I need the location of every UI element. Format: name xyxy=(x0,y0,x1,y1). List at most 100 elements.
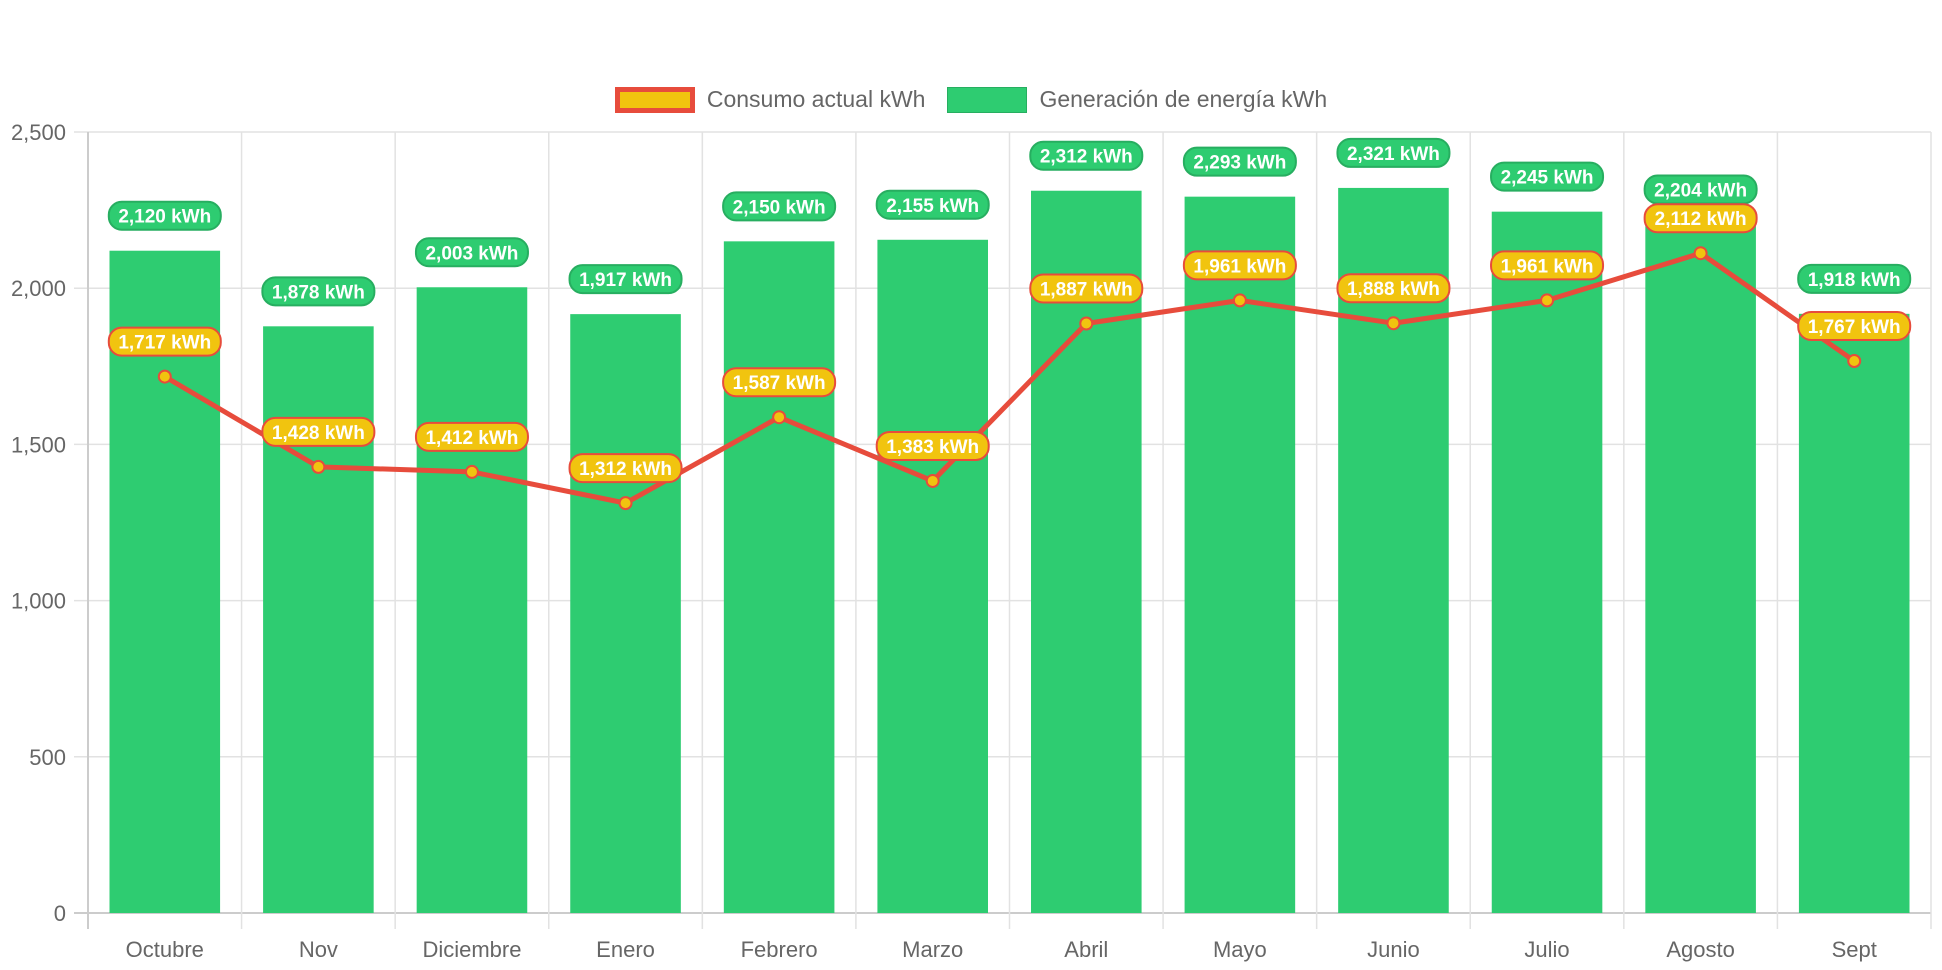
bar xyxy=(723,241,835,914)
bar xyxy=(1645,224,1756,913)
line-value-label-bg xyxy=(875,430,990,461)
chart-legend: Consumo actual kWh Generación de energía… xyxy=(0,86,1942,113)
legend-item-consumo[interactable]: Consumo actual kWh xyxy=(614,86,926,113)
line-value-label-bg xyxy=(1643,203,1758,234)
legend-item-generacion[interactable]: Generación de energía kWh xyxy=(947,86,1327,113)
line-point xyxy=(925,473,940,488)
bar xyxy=(1491,211,1603,914)
line-value-label: 1,767 kWh xyxy=(1808,317,1901,338)
legend-label-generacion: Generación de energía kWh xyxy=(1039,86,1328,112)
x-tick-label: Marzo xyxy=(902,937,963,962)
bar xyxy=(109,250,221,913)
line-value-label-bg xyxy=(1797,310,1912,341)
y-axis-ticks: 0 500 1,000 1,500 2,000 2,500 xyxy=(11,120,66,926)
y-tick-label: 1,000 xyxy=(11,589,66,614)
legend-swatch-consumo-icon xyxy=(614,86,695,113)
line-point xyxy=(618,496,633,511)
line-point xyxy=(1386,316,1401,331)
grid-lines xyxy=(74,131,1932,929)
bar xyxy=(1798,313,1910,914)
bar-value-label: 1,917 kWh xyxy=(579,270,672,291)
line-value-label: 1,383 kWh xyxy=(886,437,979,458)
bar-value-label: 2,120 kWh xyxy=(118,207,211,228)
line-value-label: 1,961 kWh xyxy=(1501,256,1594,277)
line-value-label: 2,112 kWh xyxy=(1655,209,1747,230)
line-value-label-bg xyxy=(107,326,222,357)
x-tick-label: Mayo xyxy=(1213,937,1267,962)
x-tick-label: Agosto xyxy=(1666,937,1735,962)
bar-value-label: 2,155 kWh xyxy=(886,196,979,217)
line-point xyxy=(464,464,479,479)
y-tick-label: 2,000 xyxy=(11,276,66,301)
line-value-label-bg xyxy=(1029,273,1144,304)
bar xyxy=(263,326,374,913)
bar xyxy=(1031,190,1142,913)
line-point xyxy=(311,459,326,474)
x-axis-ticks: Octubre Nov Diciembre Enero Febrero Marzo Abri… xyxy=(126,937,1877,962)
line-series-consumo xyxy=(157,246,1862,511)
bar-value-label: 2,204 kWh xyxy=(1654,180,1747,201)
bar-value-label: 2,245 kWh xyxy=(1501,168,1594,189)
x-tick-label: Julio xyxy=(1524,937,1569,962)
x-tick-label: Enero xyxy=(596,937,655,962)
bar-value-label-bg xyxy=(875,189,990,220)
line-value-label: 1,717 kWh xyxy=(118,333,211,354)
bar xyxy=(1338,187,1449,913)
bar-value-label-bg xyxy=(1336,137,1451,168)
bar-value-label-bg xyxy=(722,191,837,222)
x-tick-label: Abril xyxy=(1064,937,1108,962)
line-value-label-bg xyxy=(1490,250,1605,281)
x-tick-label: Febrero xyxy=(741,937,818,962)
line-value-label: 1,587 kWh xyxy=(733,373,826,394)
line-value-label-bg xyxy=(414,421,529,452)
legend-label-consumo: Consumo actual kWh xyxy=(706,86,926,112)
line-point xyxy=(772,410,787,425)
line-value-label: 1,412 kWh xyxy=(425,428,518,449)
bar xyxy=(1184,196,1296,913)
y-tick-label: 0 xyxy=(54,901,66,926)
x-tick-label: Junio xyxy=(1367,937,1420,962)
data-labels: 2,120 kWh 1,878 kWh 2,003 kWh 1,917 kWh 2,15… xyxy=(107,137,1912,484)
bar-value-label-bg xyxy=(568,264,683,295)
y-tick-label: 500 xyxy=(29,745,66,770)
line-point xyxy=(157,369,172,384)
x-tick-label: Diciembre xyxy=(422,937,521,962)
line-point xyxy=(1540,293,1555,308)
bar-value-label-bg xyxy=(1182,146,1297,177)
line-path xyxy=(163,250,1856,506)
line-value-label-bg xyxy=(1336,273,1451,304)
bar-value-label-bg xyxy=(261,276,376,307)
bar-value-label-bg xyxy=(1029,140,1144,171)
line-point xyxy=(1079,316,1094,331)
x-tick-label: Nov xyxy=(299,937,338,962)
line-value-label-bg xyxy=(1182,250,1297,281)
x-tick-label: Octubre xyxy=(126,937,204,962)
bar-value-label-bg xyxy=(107,200,222,231)
bar-value-label-bg xyxy=(414,237,529,268)
bar-value-label-bg xyxy=(1797,263,1912,294)
bar-value-label: 1,918 kWh xyxy=(1808,270,1901,291)
y-tick-label: 2,500 xyxy=(11,120,66,145)
line-point xyxy=(1693,246,1708,261)
line-value-label-bg xyxy=(261,416,376,447)
bar-value-label: 2,003 kWh xyxy=(425,243,518,264)
bar-value-label: 2,293 kWh xyxy=(1193,153,1286,174)
bar xyxy=(416,287,528,913)
y-tick-label: 1,500 xyxy=(11,432,66,457)
line-point xyxy=(1232,293,1247,308)
line-value-label-bg xyxy=(722,367,837,398)
bar-value-label: 2,312 kWh xyxy=(1040,147,1133,168)
line-value-label: 1,961 kWh xyxy=(1193,256,1286,277)
bar-value-label: 2,150 kWh xyxy=(733,197,826,218)
bar xyxy=(570,314,681,913)
line-value-label-bg xyxy=(568,453,683,484)
x-tick-label: Sept xyxy=(1832,937,1877,962)
bar-value-label: 1,878 kWh xyxy=(272,282,365,303)
line-value-label: 1,888 kWh xyxy=(1347,279,1440,300)
line-point xyxy=(1847,353,1862,368)
legend-swatch-generacion-icon xyxy=(947,86,1028,113)
bar-value-label-bg xyxy=(1490,161,1605,192)
bar xyxy=(877,239,988,913)
bar-value-label: 2,321 kWh xyxy=(1347,144,1440,165)
